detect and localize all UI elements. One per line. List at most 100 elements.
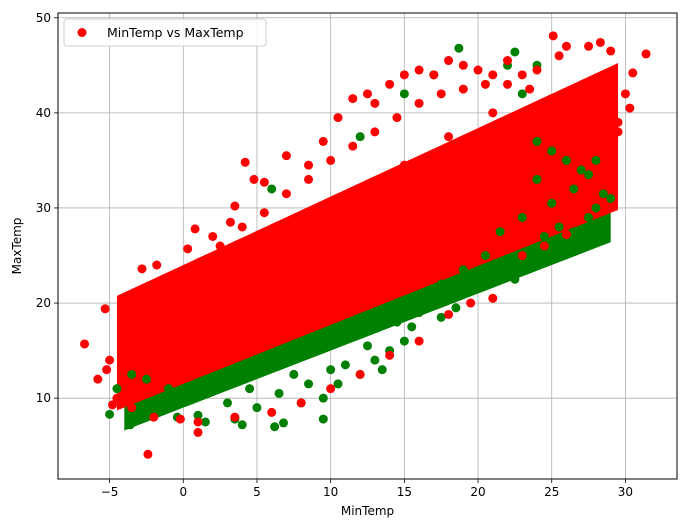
scatter-point (458, 60, 468, 70)
scatter-point (517, 127, 527, 137)
scatter-point (267, 407, 277, 417)
scatter-point (80, 339, 90, 349)
scatter-point (429, 170, 439, 180)
scatter-point (333, 113, 343, 123)
scatter-point (547, 146, 557, 156)
scatter-point (125, 420, 135, 430)
scatter-point (237, 222, 247, 232)
scatter-point (304, 379, 314, 389)
scatter-point (175, 414, 185, 424)
scatter-point (296, 398, 306, 408)
x-axis-label: MinTemp (341, 504, 394, 518)
red-cloud (116, 63, 619, 411)
scatter-point (532, 136, 542, 146)
scatter-point (547, 198, 557, 208)
scatter-point (230, 201, 240, 211)
scatter-point (606, 46, 616, 56)
scatter-point (270, 422, 280, 432)
scatter-point (340, 241, 350, 251)
scatter-point (108, 400, 118, 410)
scatter-point (503, 165, 513, 175)
scatter-point (137, 264, 147, 274)
scatter-point (326, 155, 336, 165)
scatter-point (473, 65, 483, 75)
scatter-point (127, 369, 137, 379)
scatter-point (225, 217, 235, 227)
scatter-point (164, 289, 174, 299)
scatter-point (392, 113, 402, 123)
scatter-point (399, 160, 409, 170)
x-tick-label: 5 (253, 485, 261, 499)
scatter-point (421, 303, 431, 313)
scatter-point (193, 410, 203, 420)
scatter-point (606, 155, 616, 165)
scatter-point (274, 388, 284, 398)
scatter-point (363, 341, 372, 351)
scatter-point (606, 193, 616, 203)
scatter-point (525, 246, 535, 256)
scatter-point (510, 274, 520, 284)
scatter-point (152, 260, 162, 270)
scatter-point (186, 393, 196, 403)
scatter-point (532, 174, 542, 184)
scatter-point (554, 222, 564, 232)
x-tick-label: 0 (179, 485, 187, 499)
scatter-point (532, 65, 542, 75)
scatter-point (252, 403, 262, 413)
plot-frame (57, 12, 678, 480)
scatter-point (584, 212, 594, 222)
scatter-point (156, 398, 166, 408)
scatter-point (281, 303, 291, 313)
scatter-point (569, 227, 579, 237)
scatter-point (208, 374, 218, 384)
scatter-point (407, 322, 417, 332)
scatter-point (119, 331, 129, 341)
ticks: −5 0 5 10 15 20 25 30 10 20 30 40 50 (36, 11, 633, 499)
scatter-point (641, 49, 651, 59)
scatter-point (222, 298, 232, 308)
scatter-point (503, 56, 513, 66)
scatter-point (547, 94, 557, 104)
scatter-point (200, 417, 210, 427)
scatter-point (377, 365, 387, 375)
scatter-point (304, 174, 314, 184)
scatter-point (112, 393, 122, 403)
scatter-point (355, 193, 365, 203)
scatter-point (436, 279, 446, 289)
scatter-point (503, 79, 513, 89)
scatter-point (127, 403, 137, 413)
legend-marker (77, 28, 87, 37)
scatter-point (591, 203, 601, 213)
scatter-point (355, 132, 365, 142)
scatter-point (548, 31, 558, 41)
scatter-point (480, 79, 490, 89)
scatter-point (458, 265, 468, 275)
scatter-point (591, 155, 601, 165)
scatter-point (134, 322, 144, 332)
scatter-point (267, 184, 277, 194)
scatter-point (451, 303, 461, 313)
scatter-point (444, 56, 454, 66)
scatter-point (532, 108, 542, 118)
scatter-point (385, 203, 395, 213)
scatter-point (208, 346, 218, 356)
scatter-point (281, 189, 291, 199)
scatter-point (598, 170, 608, 180)
scatter-point (436, 312, 446, 322)
scatter-point (510, 47, 520, 57)
scatter-point (149, 412, 159, 422)
scatter-point (178, 274, 188, 284)
scatter-point (591, 113, 601, 123)
scatter-point (414, 217, 424, 227)
scatter-point (620, 89, 630, 99)
scatter-point (278, 418, 288, 428)
scatter-point (119, 346, 129, 356)
y-tick-label: 30 (36, 201, 51, 215)
scatter-point (458, 84, 468, 94)
scatter-point (93, 374, 103, 384)
x-tick-label: 30 (618, 485, 633, 499)
scatter-point (149, 303, 159, 313)
scatter-point (414, 98, 424, 108)
scatter-point (100, 304, 110, 314)
y-tick-label: 40 (36, 106, 51, 120)
